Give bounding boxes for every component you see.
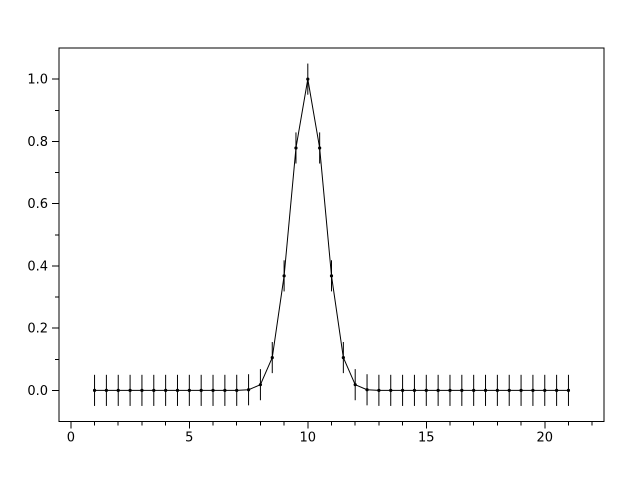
data-point-marker — [353, 383, 357, 387]
y-tick-label: 0.0 — [27, 384, 48, 399]
data-point-marker — [341, 355, 345, 360]
data-point-marker — [235, 388, 239, 392]
data-point-marker — [128, 388, 132, 392]
y-tick-label: 0.2 — [27, 322, 48, 337]
data-point-marker — [199, 388, 203, 392]
gaussian-errorbar-series — [92, 63, 571, 406]
data-point-marker — [377, 388, 381, 392]
data-point-marker — [246, 388, 251, 392]
data-point-markers — [92, 77, 571, 392]
data-point-marker — [495, 388, 499, 392]
data-point-marker — [306, 77, 310, 81]
x-tick-label: 0 — [67, 430, 75, 445]
data-point-marker — [104, 388, 108, 392]
data-point-marker — [187, 388, 191, 392]
data-point-marker — [92, 388, 97, 392]
data-point-marker — [175, 388, 180, 392]
data-point-marker — [365, 388, 369, 392]
data-point-marker — [282, 274, 286, 278]
x-tick-label: 5 — [185, 430, 193, 445]
data-point-marker — [223, 388, 227, 392]
y-tick-label: 0.6 — [27, 197, 48, 212]
x-axis — [70, 421, 593, 429]
data-point-marker — [448, 388, 452, 392]
data-point-marker — [116, 388, 120, 392]
data-point-marker — [436, 388, 440, 392]
data-point-marker — [507, 388, 511, 392]
data-point-marker — [270, 355, 274, 360]
x-tick-label: 15 — [418, 430, 435, 445]
y-tick-label: 0.4 — [27, 259, 48, 274]
data-point-marker — [258, 383, 263, 387]
data-point-marker — [329, 274, 334, 278]
data-point-marker — [543, 388, 547, 392]
data-point-marker — [460, 388, 464, 392]
y-tick-label: 0.8 — [27, 135, 48, 150]
x-tick-label: 10 — [300, 430, 317, 445]
data-point-marker — [412, 388, 417, 392]
data-point-marker — [211, 388, 215, 392]
data-point-marker — [555, 388, 559, 392]
data-point-marker — [519, 388, 523, 392]
data-point-marker — [400, 388, 405, 392]
y-axis — [52, 78, 59, 391]
data-point-marker — [472, 388, 476, 392]
data-point-marker — [389, 388, 393, 392]
y-tick-label: 1.0 — [27, 73, 48, 88]
data-point-marker — [152, 388, 156, 392]
data-point-marker — [140, 388, 144, 392]
x-tick-label: 20 — [536, 430, 553, 445]
data-point-marker — [164, 388, 168, 392]
data-point-marker — [531, 388, 535, 392]
data-point-marker — [294, 146, 298, 150]
data-point-marker — [318, 146, 322, 150]
data-point-marker — [424, 388, 428, 392]
data-point-marker — [566, 388, 571, 392]
data-point-marker — [483, 388, 488, 392]
